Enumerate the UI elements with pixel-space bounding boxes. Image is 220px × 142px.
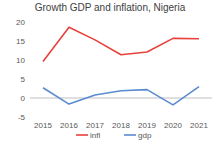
- x-tick-label: 2016: [60, 121, 78, 130]
- series-line: [43, 27, 199, 61]
- series-line: [43, 87, 199, 105]
- x-tick-label: 2020: [164, 121, 182, 130]
- chart-svg: Growth GDP and inflation, Nigeria -5 0 5 10 1…: [0, 0, 220, 142]
- chart: Growth GDP and inflation, Nigeria -5 0 5 10 1…: [0, 0, 220, 142]
- legend-label: gdp: [138, 131, 152, 140]
- legend-label: infl: [90, 131, 100, 140]
- legend-swatch: [76, 134, 88, 136]
- x-tick-label: 2017: [86, 121, 104, 130]
- y-tick: [28, 60, 30, 61]
- y-tick: [28, 41, 30, 42]
- y-tick-label: 20: [16, 18, 25, 27]
- y-tick: [28, 117, 30, 118]
- title: Growth GDP and inflation, Nigeria: [35, 2, 186, 13]
- legend: infl gdp: [76, 131, 152, 140]
- plot-area: [43, 27, 199, 105]
- x-tick-label: 2015: [34, 121, 52, 130]
- y-tick-label: 0: [21, 94, 26, 103]
- x-tick-label: 2021: [190, 121, 208, 130]
- legend-swatch: [124, 134, 136, 136]
- y-tick: [28, 22, 30, 23]
- y-tick-label: -5: [18, 113, 26, 122]
- y-tick: [28, 79, 30, 80]
- x-tick-label: 2018: [112, 121, 130, 130]
- y-tick-label: 5: [21, 75, 26, 84]
- y-tick-label: 15: [16, 37, 25, 46]
- y-tick-label: 10: [16, 56, 25, 65]
- y-tick: [28, 98, 30, 99]
- x-tick-label: 2019: [138, 121, 156, 130]
